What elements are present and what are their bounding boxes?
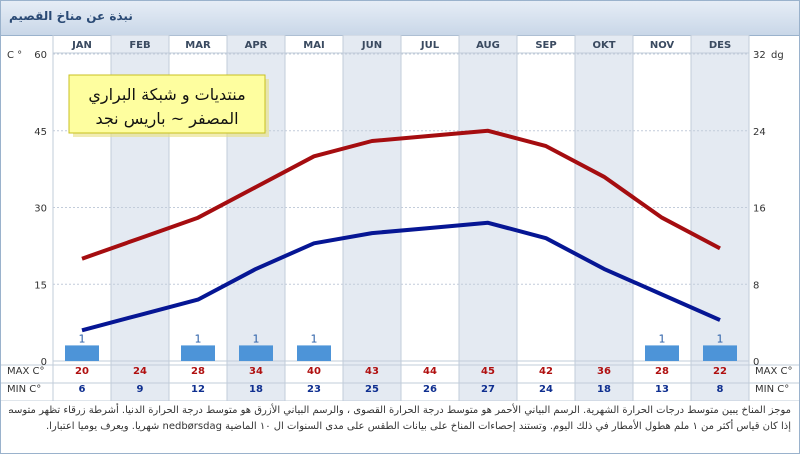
left-axis-unit: C ° bbox=[7, 50, 22, 61]
annotation-box bbox=[68, 74, 266, 134]
min-row-label-right: MIN C° bbox=[755, 384, 789, 395]
rain-bar bbox=[239, 345, 273, 361]
min-value: 18 bbox=[597, 384, 611, 395]
right-tick-label: 16 bbox=[753, 204, 766, 215]
max-value: 45 bbox=[481, 366, 495, 377]
min-value: 27 bbox=[481, 384, 495, 395]
month-label: JUN bbox=[361, 40, 382, 51]
left-tick-label: 15 bbox=[34, 280, 47, 291]
month-label: NOV bbox=[650, 40, 675, 51]
max-row-label-left: MAX C° bbox=[7, 366, 44, 377]
right-tick-label: 24 bbox=[753, 127, 766, 138]
annotation-line-1: منتديات و شبكة البراري bbox=[88, 85, 245, 105]
rain-bar-label: 1 bbox=[311, 332, 318, 345]
rain-bar-label: 1 bbox=[253, 332, 260, 345]
left-tick-label: 0 bbox=[41, 357, 47, 368]
rain-bar-label: 1 bbox=[79, 332, 86, 345]
min-value: 13 bbox=[655, 384, 669, 395]
left-tick-label: 45 bbox=[34, 127, 47, 138]
widget-title: نبذة عن مناخ القصيم bbox=[9, 9, 133, 23]
month-label: JUL bbox=[420, 40, 440, 51]
min-temp-line bbox=[81, 220, 721, 333]
max-value: 43 bbox=[365, 366, 379, 377]
min-value: 12 bbox=[191, 384, 205, 395]
column-shade bbox=[575, 35, 633, 401]
right-axis-unit: dg bbox=[771, 50, 784, 61]
month-label: DES bbox=[709, 40, 731, 51]
min-row-label-left: MIN C° bbox=[7, 384, 41, 395]
max-row-label-right: MAX C° bbox=[755, 366, 792, 377]
rain-bar bbox=[297, 345, 331, 361]
max-value: 36 bbox=[597, 366, 611, 377]
max-value: 24 bbox=[133, 366, 147, 377]
max-value: 42 bbox=[539, 366, 553, 377]
max-value: 28 bbox=[191, 366, 205, 377]
month-label: APR bbox=[245, 40, 268, 51]
month-label: OKT bbox=[592, 40, 615, 51]
month-label: JAN bbox=[71, 40, 92, 51]
max-value: 40 bbox=[307, 366, 321, 377]
month-label: SEP bbox=[535, 40, 556, 51]
min-value: 26 bbox=[423, 384, 437, 395]
min-value: 23 bbox=[307, 384, 321, 395]
max-value: 20 bbox=[75, 366, 89, 377]
max-value: 28 bbox=[655, 366, 669, 377]
right-tick-label: 8 bbox=[753, 280, 759, 291]
max-value: 34 bbox=[249, 366, 263, 377]
column-shade bbox=[343, 35, 401, 401]
month-label: MAR bbox=[185, 40, 211, 51]
rain-bar bbox=[645, 345, 679, 361]
min-value: 24 bbox=[539, 384, 553, 395]
max-temp-line bbox=[81, 128, 721, 261]
right-tick-label: 32 bbox=[753, 50, 766, 61]
rain-bar bbox=[65, 345, 99, 361]
month-label: FEB bbox=[129, 40, 150, 51]
title-bar: نبذة عن مناخ القصيم bbox=[1, 1, 799, 36]
rain-bar-label: 1 bbox=[717, 332, 724, 345]
min-value: 18 bbox=[249, 384, 263, 395]
column-shade bbox=[691, 35, 749, 401]
month-label: AUG bbox=[476, 40, 500, 51]
explanation-note: موجز المناخ يبين متوسط درجات الحرارة الش… bbox=[9, 403, 791, 435]
max-value: 44 bbox=[423, 366, 437, 377]
left-tick-label: 30 bbox=[34, 204, 47, 215]
annotation-line-2: المصفر ~ باريس نجد bbox=[95, 109, 238, 129]
explanation-line-2: إذا كان قياس أكثر من ١ ملم هطول الأمطار … bbox=[45, 421, 791, 432]
rain-bar bbox=[181, 345, 215, 361]
min-value: 8 bbox=[717, 384, 724, 395]
right-tick-label: 0 bbox=[753, 357, 759, 368]
month-label: MAI bbox=[303, 40, 324, 51]
column-shade bbox=[459, 35, 517, 401]
rain-bar-label: 1 bbox=[195, 332, 202, 345]
min-value: 6 bbox=[79, 384, 86, 395]
climate-chart: 1 1 1 1 1 1 JAN FEB MAR APR MAI JUN JUL AUG SEP OKT NOV… bbox=[1, 35, 799, 401]
rain-bar bbox=[703, 345, 737, 361]
min-value: 9 bbox=[137, 384, 144, 395]
left-tick-label: 60 bbox=[34, 50, 47, 61]
min-value: 25 bbox=[365, 384, 379, 395]
explanation-line-1: موجز المناخ يبين متوسط درجات الحرارة الش… bbox=[9, 405, 791, 416]
rain-bar-label: 1 bbox=[659, 332, 666, 345]
max-value: 22 bbox=[713, 366, 727, 377]
